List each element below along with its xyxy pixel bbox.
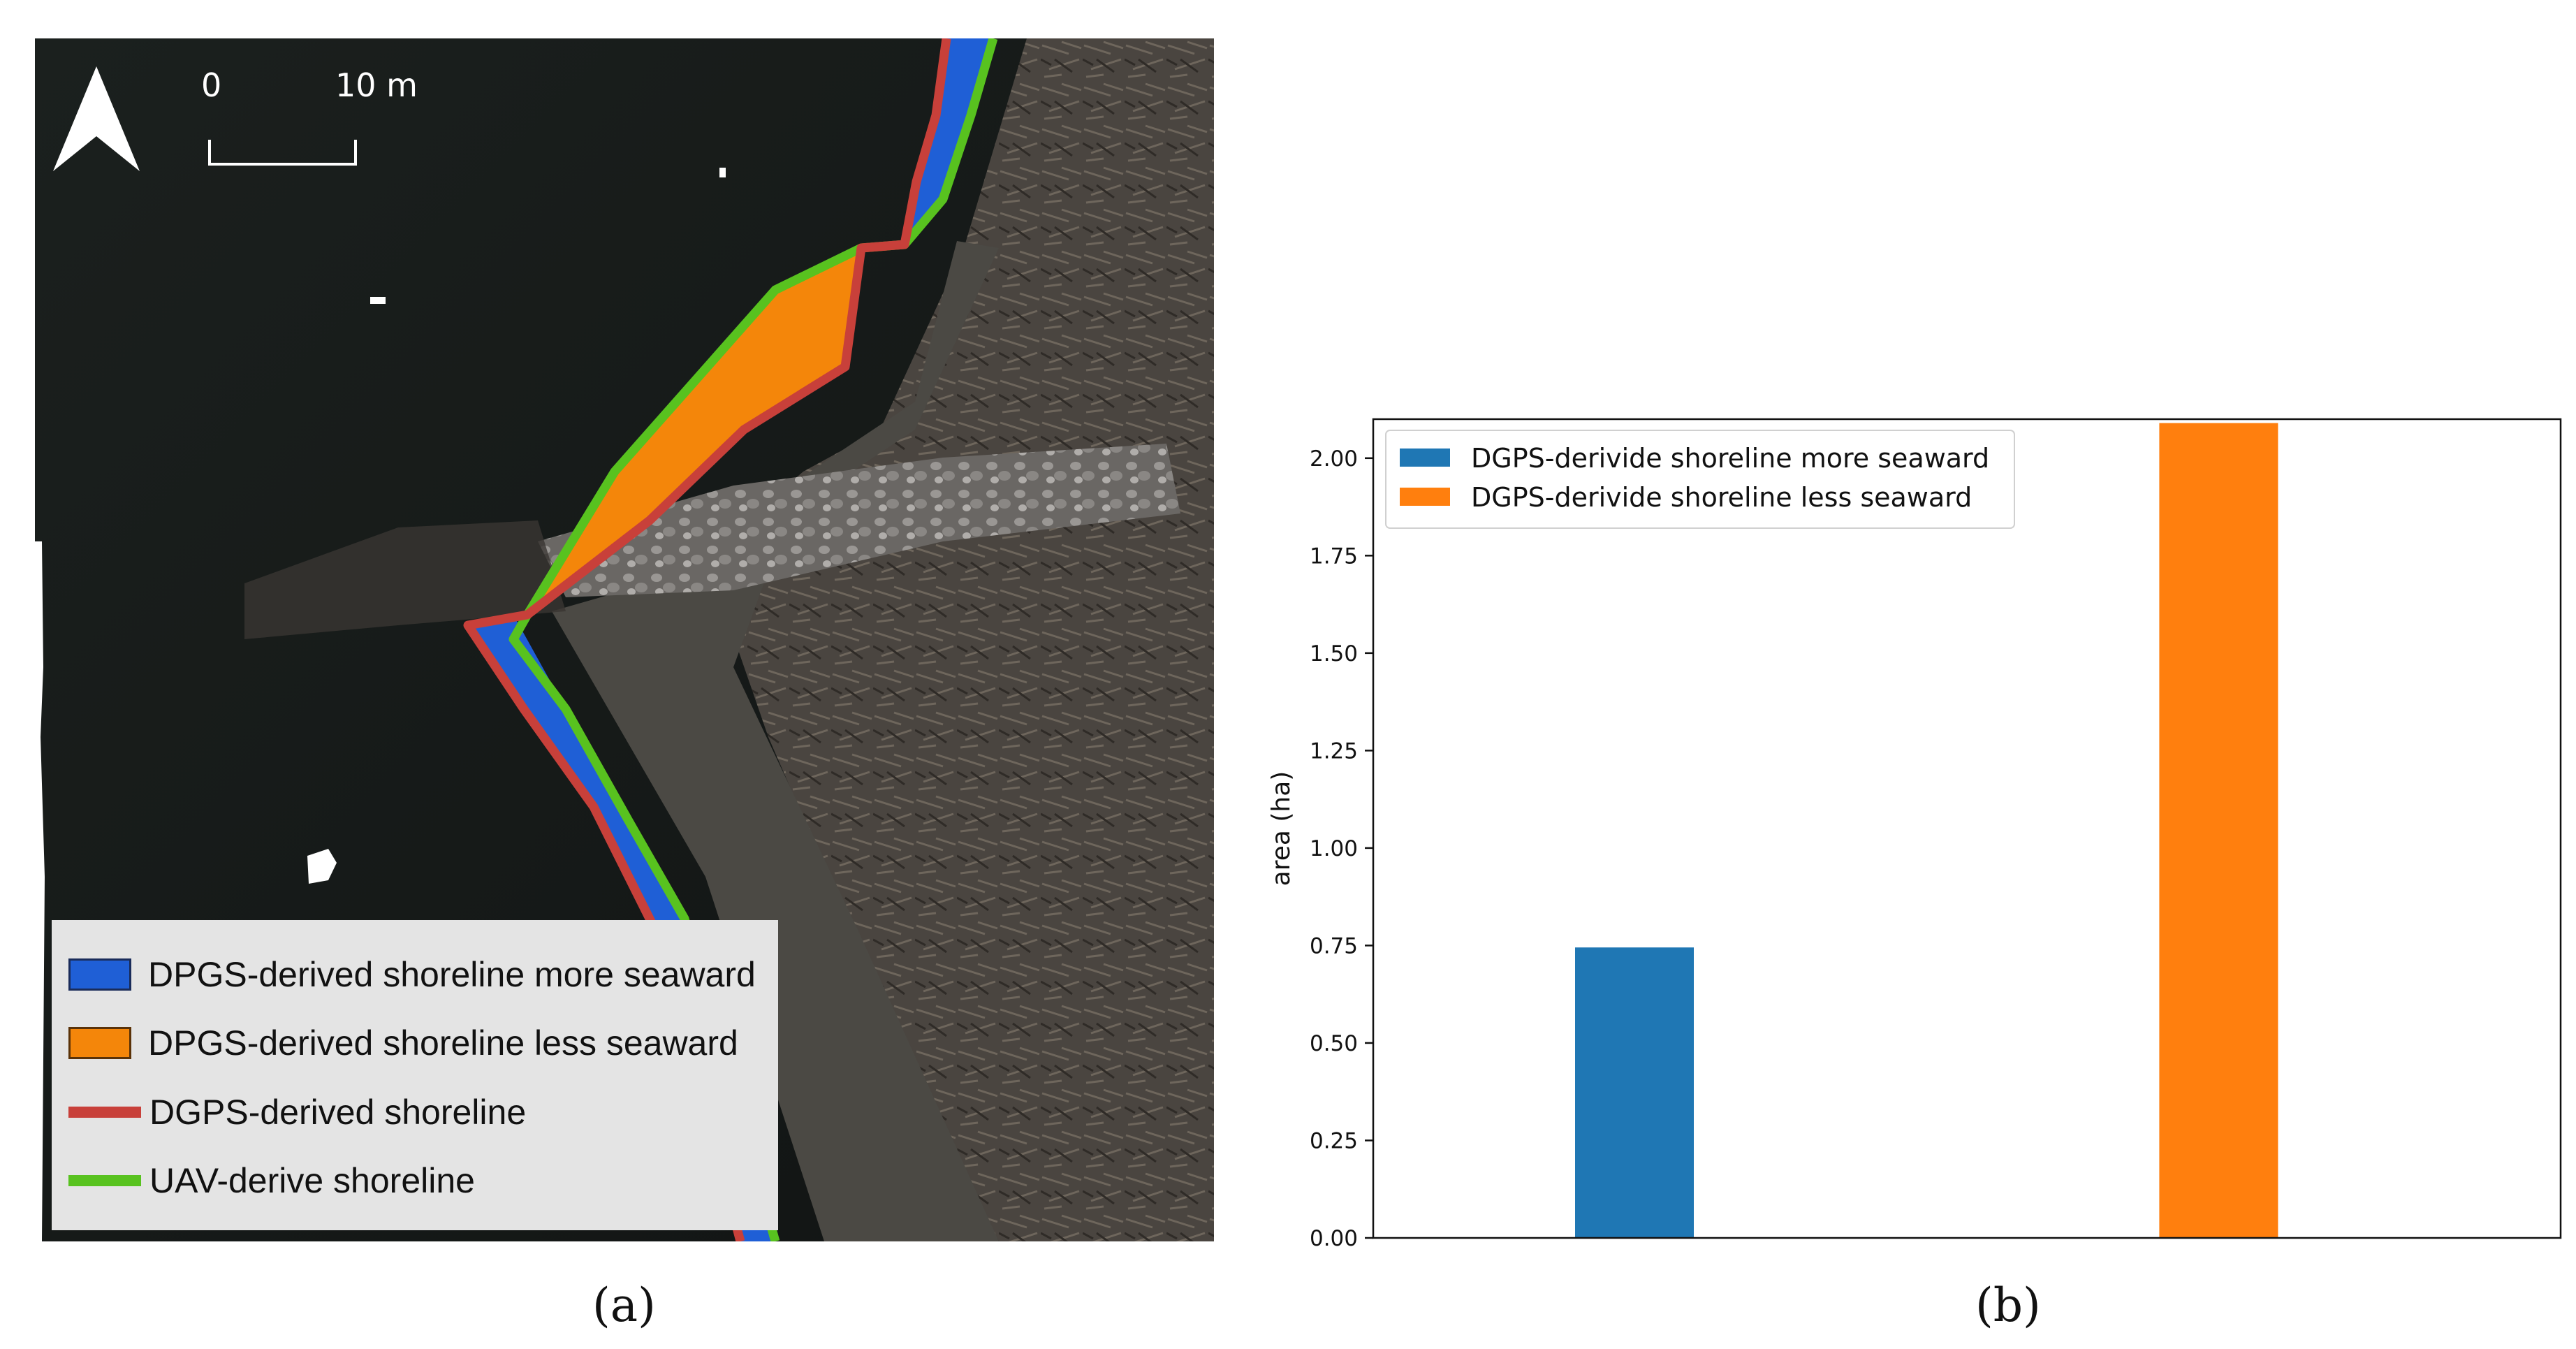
map-legend-label: UAV-derive shoreline xyxy=(149,1161,475,1200)
y-axis-label: area (ha) xyxy=(1267,771,1296,887)
bars xyxy=(1575,423,2278,1238)
chart-legend-box xyxy=(1385,430,2015,529)
y-tick-label: 1.75 xyxy=(1310,544,1358,569)
y-tick-label: 0.25 xyxy=(1310,1128,1358,1153)
white-speck xyxy=(719,168,726,177)
map-legend-item: DPGS-derived shoreline less seaward xyxy=(68,1019,738,1067)
scale-bar-line xyxy=(208,140,357,166)
y-tick-label: 1.50 xyxy=(1310,641,1358,666)
chart-legend: DGPS-derivide shoreline more seaward DGPS… xyxy=(1385,430,2015,529)
map-legend-item: DPGS-derived shoreline more seaward xyxy=(68,950,756,999)
y-tick-label: 0.75 xyxy=(1310,933,1358,958)
no-data-edge xyxy=(35,541,45,1241)
chart-legend-swatch xyxy=(1400,488,1450,506)
map-legend-item: UAV-derive shoreline xyxy=(68,1156,475,1205)
scale-bar-start-label: 0 xyxy=(201,66,222,104)
y-tick-label: 1.25 xyxy=(1310,738,1358,764)
bar-less-seaward xyxy=(2159,423,2278,1238)
bar-chart: 0.00 0.25 0.50 0.75 1.00 1.25 1.50 1.75 2.00 are… xyxy=(1267,418,2562,1251)
green-line-icon xyxy=(68,1175,141,1186)
debris-land xyxy=(705,38,1214,1241)
y-tick-label: 1.00 xyxy=(1310,836,1358,861)
y-tick-label: 0.50 xyxy=(1310,1031,1358,1056)
chart-legend-swatch xyxy=(1400,449,1450,467)
dgps-shoreline xyxy=(463,38,951,1241)
north-arrow-icon xyxy=(53,66,140,171)
floating-debris xyxy=(244,520,566,639)
red-line-icon xyxy=(68,1107,141,1118)
y-tick-label: 2.00 xyxy=(1310,446,1358,472)
orange-area xyxy=(527,248,861,615)
bar-chart-panel: 0.00 0.25 0.50 0.75 1.00 1.25 1.50 1.75 2.00 are… xyxy=(1187,363,2576,1271)
scale-bar-end-label: 10 m xyxy=(335,66,418,104)
white-speck xyxy=(370,297,386,304)
bar-more-seaward xyxy=(1575,947,1694,1238)
map-legend-label: DGPS-derived shoreline xyxy=(149,1093,527,1132)
map-legend-label: DPGS-derived shoreline less seaward xyxy=(148,1023,738,1063)
blue-patch-icon xyxy=(68,958,131,991)
panel-b-caption: (b) xyxy=(1975,1278,2041,1332)
map-legend-item: DGPS-derived shoreline xyxy=(68,1088,526,1137)
uav-shoreline xyxy=(508,38,998,1241)
map-legend-label: DPGS-derived shoreline more seaward xyxy=(148,955,756,994)
aerial-map-panel: 0 10 m DPGS-derived shoreline more seawa… xyxy=(35,38,1214,1241)
rock-jetty xyxy=(538,444,1180,597)
blue-area-north xyxy=(905,38,993,245)
map-legend: DPGS-derived shoreline more seaward DPGS… xyxy=(52,920,778,1230)
white-patch xyxy=(307,849,337,884)
orange-patch-icon xyxy=(68,1027,131,1059)
chart-legend-label: DGPS-derivide shoreline more seaward xyxy=(1471,443,1989,474)
y-tick-label: 0.00 xyxy=(1310,1226,1358,1251)
chart-legend-label: DGPS-derivide shoreline less seaward xyxy=(1471,482,1972,513)
panel-a-caption: (a) xyxy=(592,1278,656,1332)
y-axis-ticks: 0.00 0.25 0.50 0.75 1.00 1.25 1.50 1.75 2.00 xyxy=(1310,446,1373,1251)
plot-frame xyxy=(1372,418,2562,1239)
